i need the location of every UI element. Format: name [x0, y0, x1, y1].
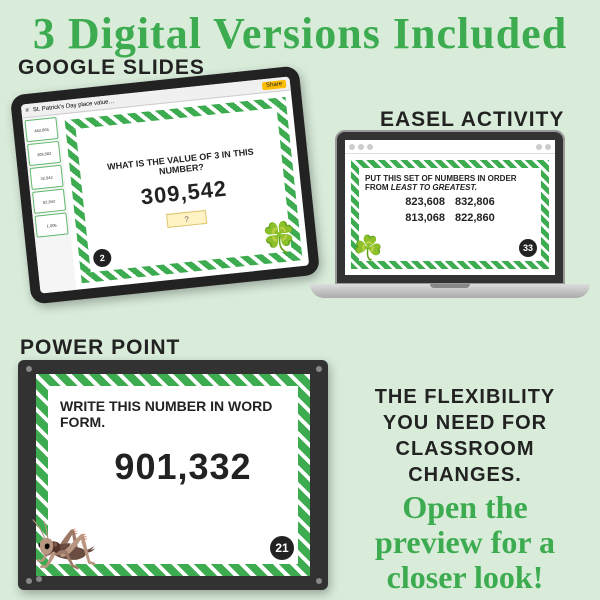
slide1-badge: 2: [92, 248, 112, 268]
thumb[interactable]: 1,006: [35, 212, 69, 237]
numbers-grid: 823,608 832,806 813,068 822,860: [405, 196, 495, 224]
thumb[interactable]: 82,942: [32, 189, 66, 214]
slide1-question: WHAT IS THE VALUE OF 3 IN THIS NUMBER?: [87, 145, 274, 184]
slide3-question: WRITE THIS NUMBER IN WORD FORM.: [60, 398, 286, 430]
power-point-label: POWER POINT: [20, 336, 180, 360]
laptop-device: PUT THIS SET OF NUMBERS IN ORDER FROM LE…: [310, 130, 590, 298]
slide-card-3: WRITE THIS NUMBER IN WORD FORM. 901,332 …: [36, 374, 310, 576]
slide-card-1: WHAT IS THE VALUE OF 3 IN THIS NUMBER? 3…: [65, 97, 303, 283]
shamrock-icon: ☘️: [353, 234, 383, 263]
slide3-number: 901,332: [114, 446, 251, 488]
slide-card-2: PUT THIS SET OF NUMBERS IN ORDER FROM LE…: [351, 160, 549, 269]
slide2-question: PUT THIS SET OF NUMBERS IN ORDER FROM LE…: [365, 174, 535, 192]
thumb[interactable]: 462,865: [24, 117, 58, 142]
grasshopper-icon: 🦗: [30, 508, 100, 574]
easel-activity-label: EASEL ACTIVITY: [380, 108, 564, 132]
google-slides-label: GOOGLE SLIDES: [18, 56, 205, 80]
easel-toolbar: [345, 140, 555, 154]
slide3-badge: 21: [270, 536, 294, 560]
tablet-screen: ≡St. Patrick's Day place value… Share 46…: [21, 76, 309, 293]
smartboard: WRITE THIS NUMBER IN WORD FORM. 901,332 …: [18, 360, 328, 590]
clover-icon: 🍀: [259, 219, 300, 258]
thumb[interactable]: 32,942: [29, 165, 63, 190]
preview-cta: Open the preview for a closer look!: [350, 490, 580, 596]
tablet-device: ≡St. Patrick's Day place value… Share 46…: [10, 65, 320, 304]
answer-input[interactable]: ?: [166, 210, 207, 228]
flexibility-text: THE FLEXIBILITY YOU NEED FOR CLASSROOM C…: [350, 384, 580, 488]
share-button[interactable]: Share: [262, 79, 287, 89]
thumb[interactable]: 308,582: [27, 141, 61, 166]
slide1-number: 309,542: [140, 176, 229, 211]
slide2-badge: 33: [519, 239, 537, 257]
laptop-base: [310, 284, 590, 298]
